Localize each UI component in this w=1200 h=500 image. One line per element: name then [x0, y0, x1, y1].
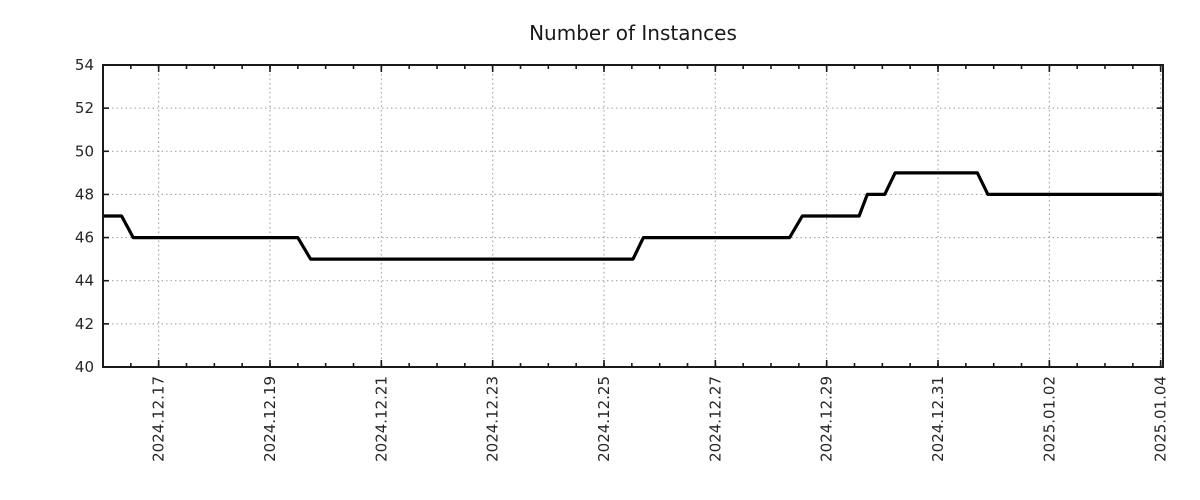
axis-labels: 2024.12.17 2024.12.19 2024.12.21 2024.12.23… [75, 56, 1170, 462]
chart-title: Number of Instances [529, 21, 737, 45]
gridlines [103, 65, 1163, 367]
x-tick-label: 2024.12.17 [150, 376, 168, 462]
x-tick-label: 2024.12.31 [929, 376, 947, 462]
y-tick-label: 40 [75, 358, 94, 376]
y-tick-label: 46 [75, 229, 94, 247]
y-tick-label: 44 [75, 272, 94, 290]
x-tick-label: 2025.01.02 [1040, 376, 1058, 462]
x-tick-label: 2024.12.29 [818, 376, 836, 462]
y-tick-label: 50 [75, 142, 94, 160]
x-tick-label: 2024.12.25 [595, 376, 613, 462]
y-tick-label: 54 [75, 56, 94, 74]
x-tick-label: 2024.12.27 [706, 376, 724, 462]
x-tick-label: 2024.12.21 [372, 376, 390, 462]
x-tick-label: 2024.12.23 [484, 376, 502, 462]
y-tick-label: 52 [75, 99, 94, 117]
plot-border [102, 64, 1164, 368]
axes [102, 64, 1164, 368]
y-tick-label: 48 [75, 185, 94, 203]
data-series [103, 171, 1163, 261]
y-tick-label: 42 [75, 315, 94, 333]
x-tick-label: 2025.01.04 [1152, 376, 1170, 462]
x-tick-label: 2024.12.19 [261, 376, 279, 462]
data-line-instances [103, 171, 1163, 261]
